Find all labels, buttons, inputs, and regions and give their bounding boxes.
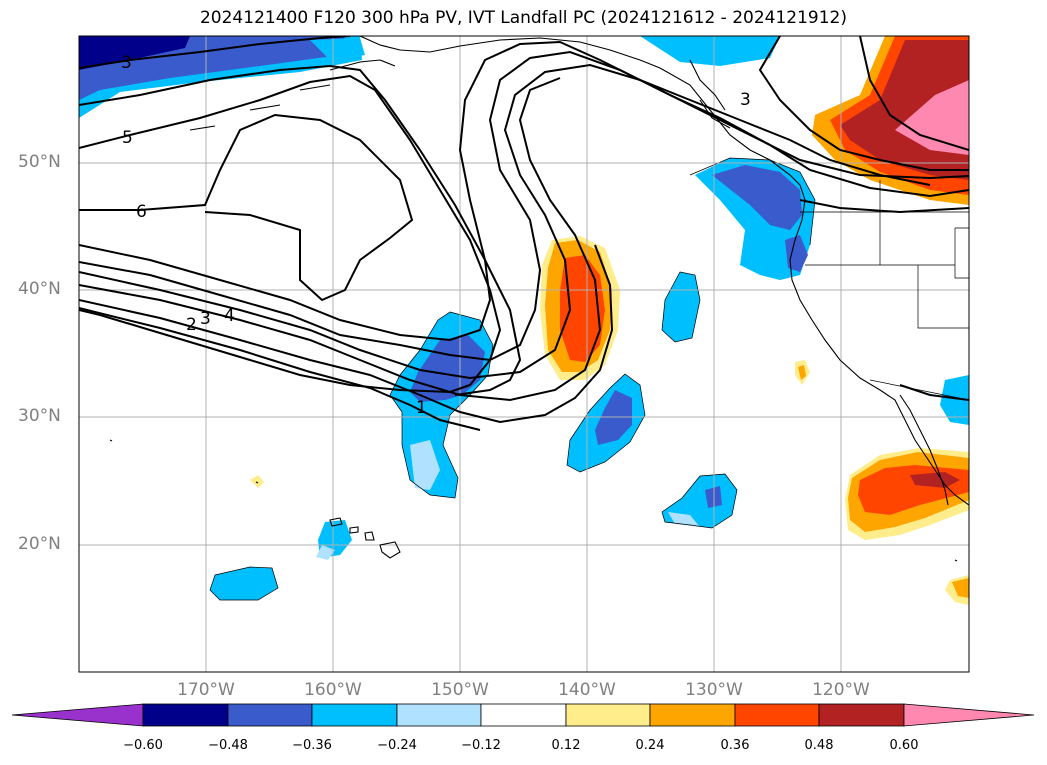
lon-label: 140°W	[558, 680, 616, 700]
lon-label: 150°W	[431, 680, 489, 700]
colorbar-tick-label: 0.60	[889, 738, 919, 753]
colorbar-tick-label: −0.12	[461, 738, 501, 753]
colorbar-tick-label: −0.48	[208, 738, 248, 753]
contour-label: 3	[200, 309, 211, 329]
contour-label: 4	[224, 306, 235, 326]
colorbar-tick-label: −0.60	[123, 738, 163, 753]
colorbar	[11, 703, 1035, 727]
lon-label: 120°W	[812, 680, 870, 700]
contour-label: 5	[122, 128, 133, 148]
contour-labels: 3 5 6 2 3 4 1 3	[121, 53, 751, 418]
contour-label: 6	[136, 202, 147, 222]
lon-label: 160°W	[304, 680, 362, 700]
map-title: 2024121400 F120 300 hPa PV, IVT Landfall…	[199, 8, 847, 28]
lat-label: 30°N	[18, 406, 61, 426]
shaded-fields	[79, 36, 969, 605]
colorbar-tick-label: 0.48	[804, 738, 834, 753]
lat-label: 50°N	[18, 152, 61, 172]
coastlines	[109, 36, 969, 562]
colorbar-tick-label: 0.12	[551, 738, 581, 753]
contour-label: 3	[740, 90, 751, 110]
colorbar-tick-label: −0.24	[377, 738, 417, 753]
contour-label: 2	[186, 315, 197, 335]
lat-label: 20°N	[18, 534, 61, 554]
contour-label: 1	[416, 398, 427, 418]
pv-contours	[79, 36, 969, 431]
contour-label: 3	[121, 53, 132, 73]
colorbar-tick-label: 0.24	[635, 738, 665, 753]
map-area: 3 5 6 2 3 4 1 3	[79, 36, 969, 672]
colorbar-extend-low	[11, 703, 144, 727]
colorbar-tick-label: −0.36	[292, 738, 332, 753]
map-frame	[78, 35, 970, 673]
grid-lines	[79, 36, 969, 672]
lon-label: 170°W	[177, 680, 235, 700]
shade-outlines	[209, 157, 816, 601]
colorbar-extend-high	[903, 703, 1035, 727]
colorbar-tick-label: 0.36	[720, 738, 750, 753]
lat-label: 40°N	[18, 279, 61, 299]
lon-label: 130°W	[685, 680, 743, 700]
